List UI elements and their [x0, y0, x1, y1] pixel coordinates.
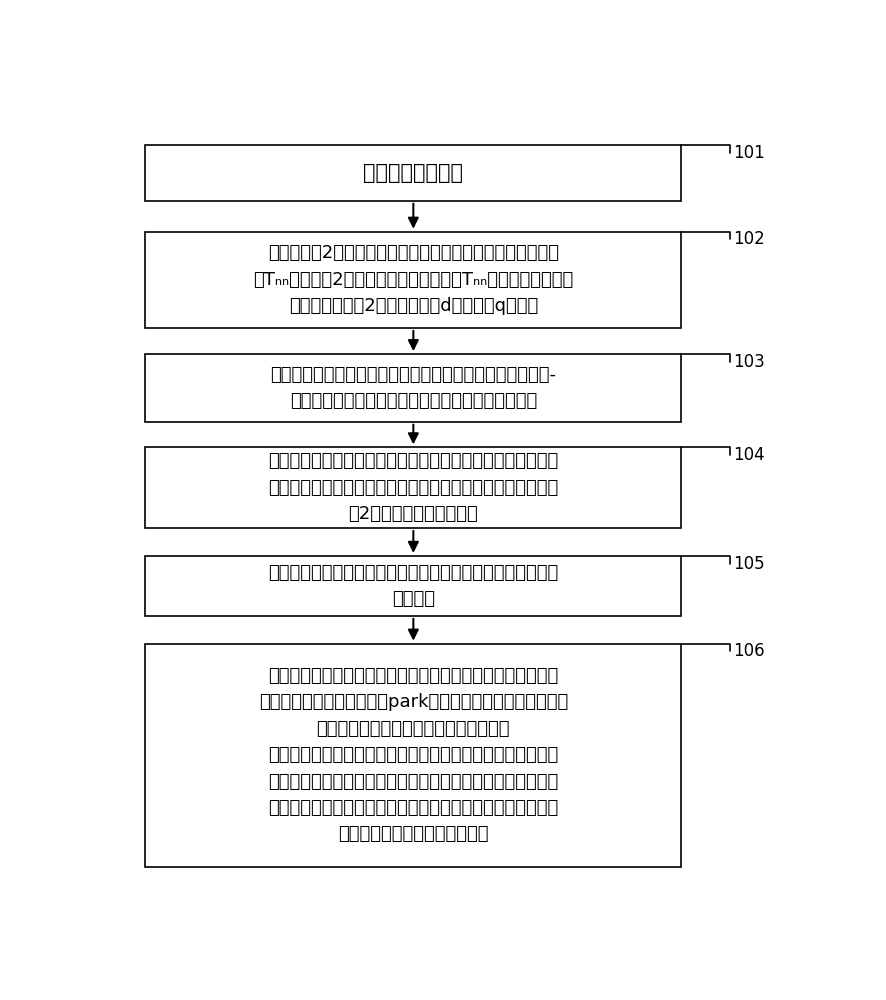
Text: 102: 102	[732, 230, 764, 248]
FancyBboxPatch shape	[145, 556, 680, 616]
Text: 根据所述二次谐波角频率确定二次谐波频率对应的相角以及电
网相位角: 根据所述二次谐波角频率确定二次谐波频率对应的相角以及电 网相位角	[268, 564, 558, 608]
FancyBboxPatch shape	[145, 447, 680, 528]
Text: 105: 105	[732, 555, 764, 573]
Text: 将所述二次谐波倍频信号的正序分量输入至二阶广义积分器-
正交信号发生器中，输出第一正交量以及第二正交量: 将所述二次谐波倍频信号的正序分量输入至二阶广义积分器- 正交信号发生器中，输出第…	[270, 366, 556, 410]
FancyBboxPatch shape	[145, 354, 680, 422]
Text: 101: 101	[732, 144, 764, 162]
Text: 获取三相电网信号: 获取三相电网信号	[363, 163, 462, 183]
FancyBboxPatch shape	[145, 644, 680, 867]
Text: 104: 104	[732, 446, 764, 464]
FancyBboxPatch shape	[145, 145, 680, 201]
Text: 103: 103	[732, 353, 764, 371]
Text: 106: 106	[732, 642, 764, 660]
Text: 根据所述第二正交量，利用锁频环锁定所述二次谐波倍频信号
的正序分量的二次谐波角频率，确定二次谐波角频率，以实现
对2次谐波角频率进行跟踪: 根据所述第二正交量，利用锁频环锁定所述二次谐波倍频信号 的正序分量的二次谐波角频…	[268, 452, 558, 523]
Text: 与传统获取2次谐波的获取方法不同，采用构造的变换矩阵进
行Tₙₙ变换实现2次谐波信号的获取，利用Tₙₙ变换，根据所述三
相电网信号确儇2次谐波信号的d轴分量和q: 与传统获取2次谐波的获取方法不同，采用构造的变换矩阵进 行Tₙₙ变换实现2次谐波…	[253, 244, 573, 315]
FancyBboxPatch shape	[145, 232, 680, 328]
Text: 以所述二次谐波频率对应的相角为变换角度，将所述第一正交
量以及所述第二正交量进行park变换，同步所述电网相位角，
确定输入电网信号的基波正序分量幅値，
从而实: 以所述二次谐波频率对应的相角为变换角度，将所述第一正交 量以及所述第二正交量进行…	[259, 667, 567, 843]
